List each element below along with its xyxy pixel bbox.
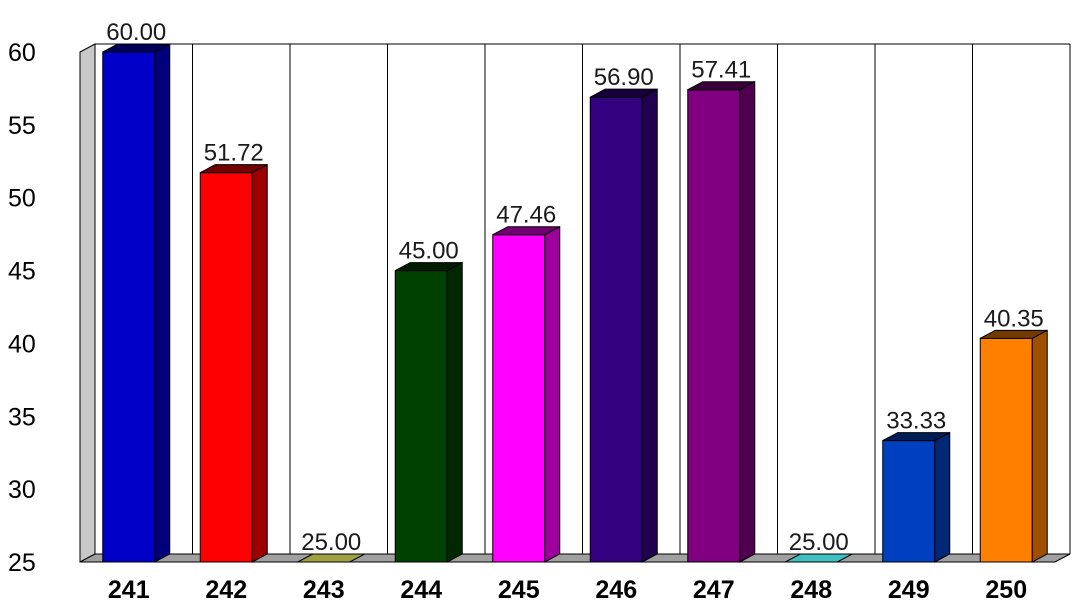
bars-layer (102, 43, 1048, 563)
y-tick-label: 30 (8, 476, 36, 504)
data-label: 25.00 (301, 529, 361, 556)
bar-241 (102, 43, 171, 563)
data-label: 56.90 (594, 64, 654, 91)
bar-side (739, 80, 756, 563)
bar-top (785, 553, 853, 563)
x-tick-label: 245 (498, 576, 540, 604)
bar-front (589, 96, 643, 563)
x-tick-label: 250 (985, 576, 1027, 604)
data-label: 33.33 (886, 408, 946, 435)
y-tick-label: 35 (8, 403, 36, 431)
bar-front (687, 89, 741, 563)
y-tick-label: 50 (8, 185, 36, 213)
y-tick-label: 45 (8, 258, 36, 286)
y-tick-label: 25 (8, 549, 36, 577)
x-tick-label: 247 (693, 576, 735, 604)
x-tick-label: 246 (595, 576, 637, 604)
bar-side (154, 43, 171, 563)
x-tick-label: 241 (108, 576, 150, 604)
bar-242 (199, 163, 268, 563)
data-label: 51.72 (204, 140, 264, 167)
bar-side (251, 163, 268, 563)
x-tick-label: 244 (400, 576, 442, 604)
labels-layer: 25 30 35 40 45 50 55 60 60.00 241 51.72 242 25.00 243… (8, 19, 1044, 604)
bar-top (687, 81, 755, 91)
side-wall (79, 43, 96, 563)
y-tick-label: 60 (8, 39, 36, 67)
data-label: 40.35 (984, 305, 1044, 332)
bar-top (980, 329, 1048, 339)
bar-front (394, 270, 448, 563)
bar-front (492, 234, 546, 563)
bar-side (1031, 329, 1048, 563)
bar-front (199, 172, 253, 563)
data-label: 25.00 (789, 529, 849, 556)
bar-244 (394, 261, 463, 563)
bar-248 (785, 553, 853, 563)
bar-top (200, 164, 268, 174)
bar-249 (882, 431, 951, 563)
bar-top (492, 226, 560, 236)
x-tick-label: 243 (303, 576, 345, 604)
x-tick-label: 242 (205, 576, 247, 604)
bar-front (102, 51, 156, 563)
bar-top (395, 262, 463, 272)
bar-side (641, 88, 658, 563)
data-label: 45.00 (399, 238, 459, 265)
y-tick-label: 40 (8, 330, 36, 358)
bar-top (297, 553, 365, 563)
x-tick-label: 249 (888, 576, 930, 604)
bar-250 (979, 329, 1048, 563)
bar-side (544, 225, 561, 563)
bar-top (102, 43, 170, 53)
bar-side (446, 261, 463, 563)
bar-top (882, 432, 950, 442)
y-tick-label: 55 (8, 112, 36, 140)
data-label: 57.41 (691, 57, 751, 84)
bar-front (882, 440, 936, 563)
bar-front (979, 337, 1033, 563)
bar-247 (687, 80, 756, 563)
data-label: 60.00 (106, 19, 166, 46)
bar-246 (589, 88, 658, 563)
bar-245 (492, 225, 561, 563)
x-tick-label: 248 (790, 576, 832, 604)
bar-top (590, 88, 658, 98)
data-label: 47.46 (496, 202, 556, 229)
bar-side (934, 431, 951, 563)
bar-243 (297, 553, 365, 563)
